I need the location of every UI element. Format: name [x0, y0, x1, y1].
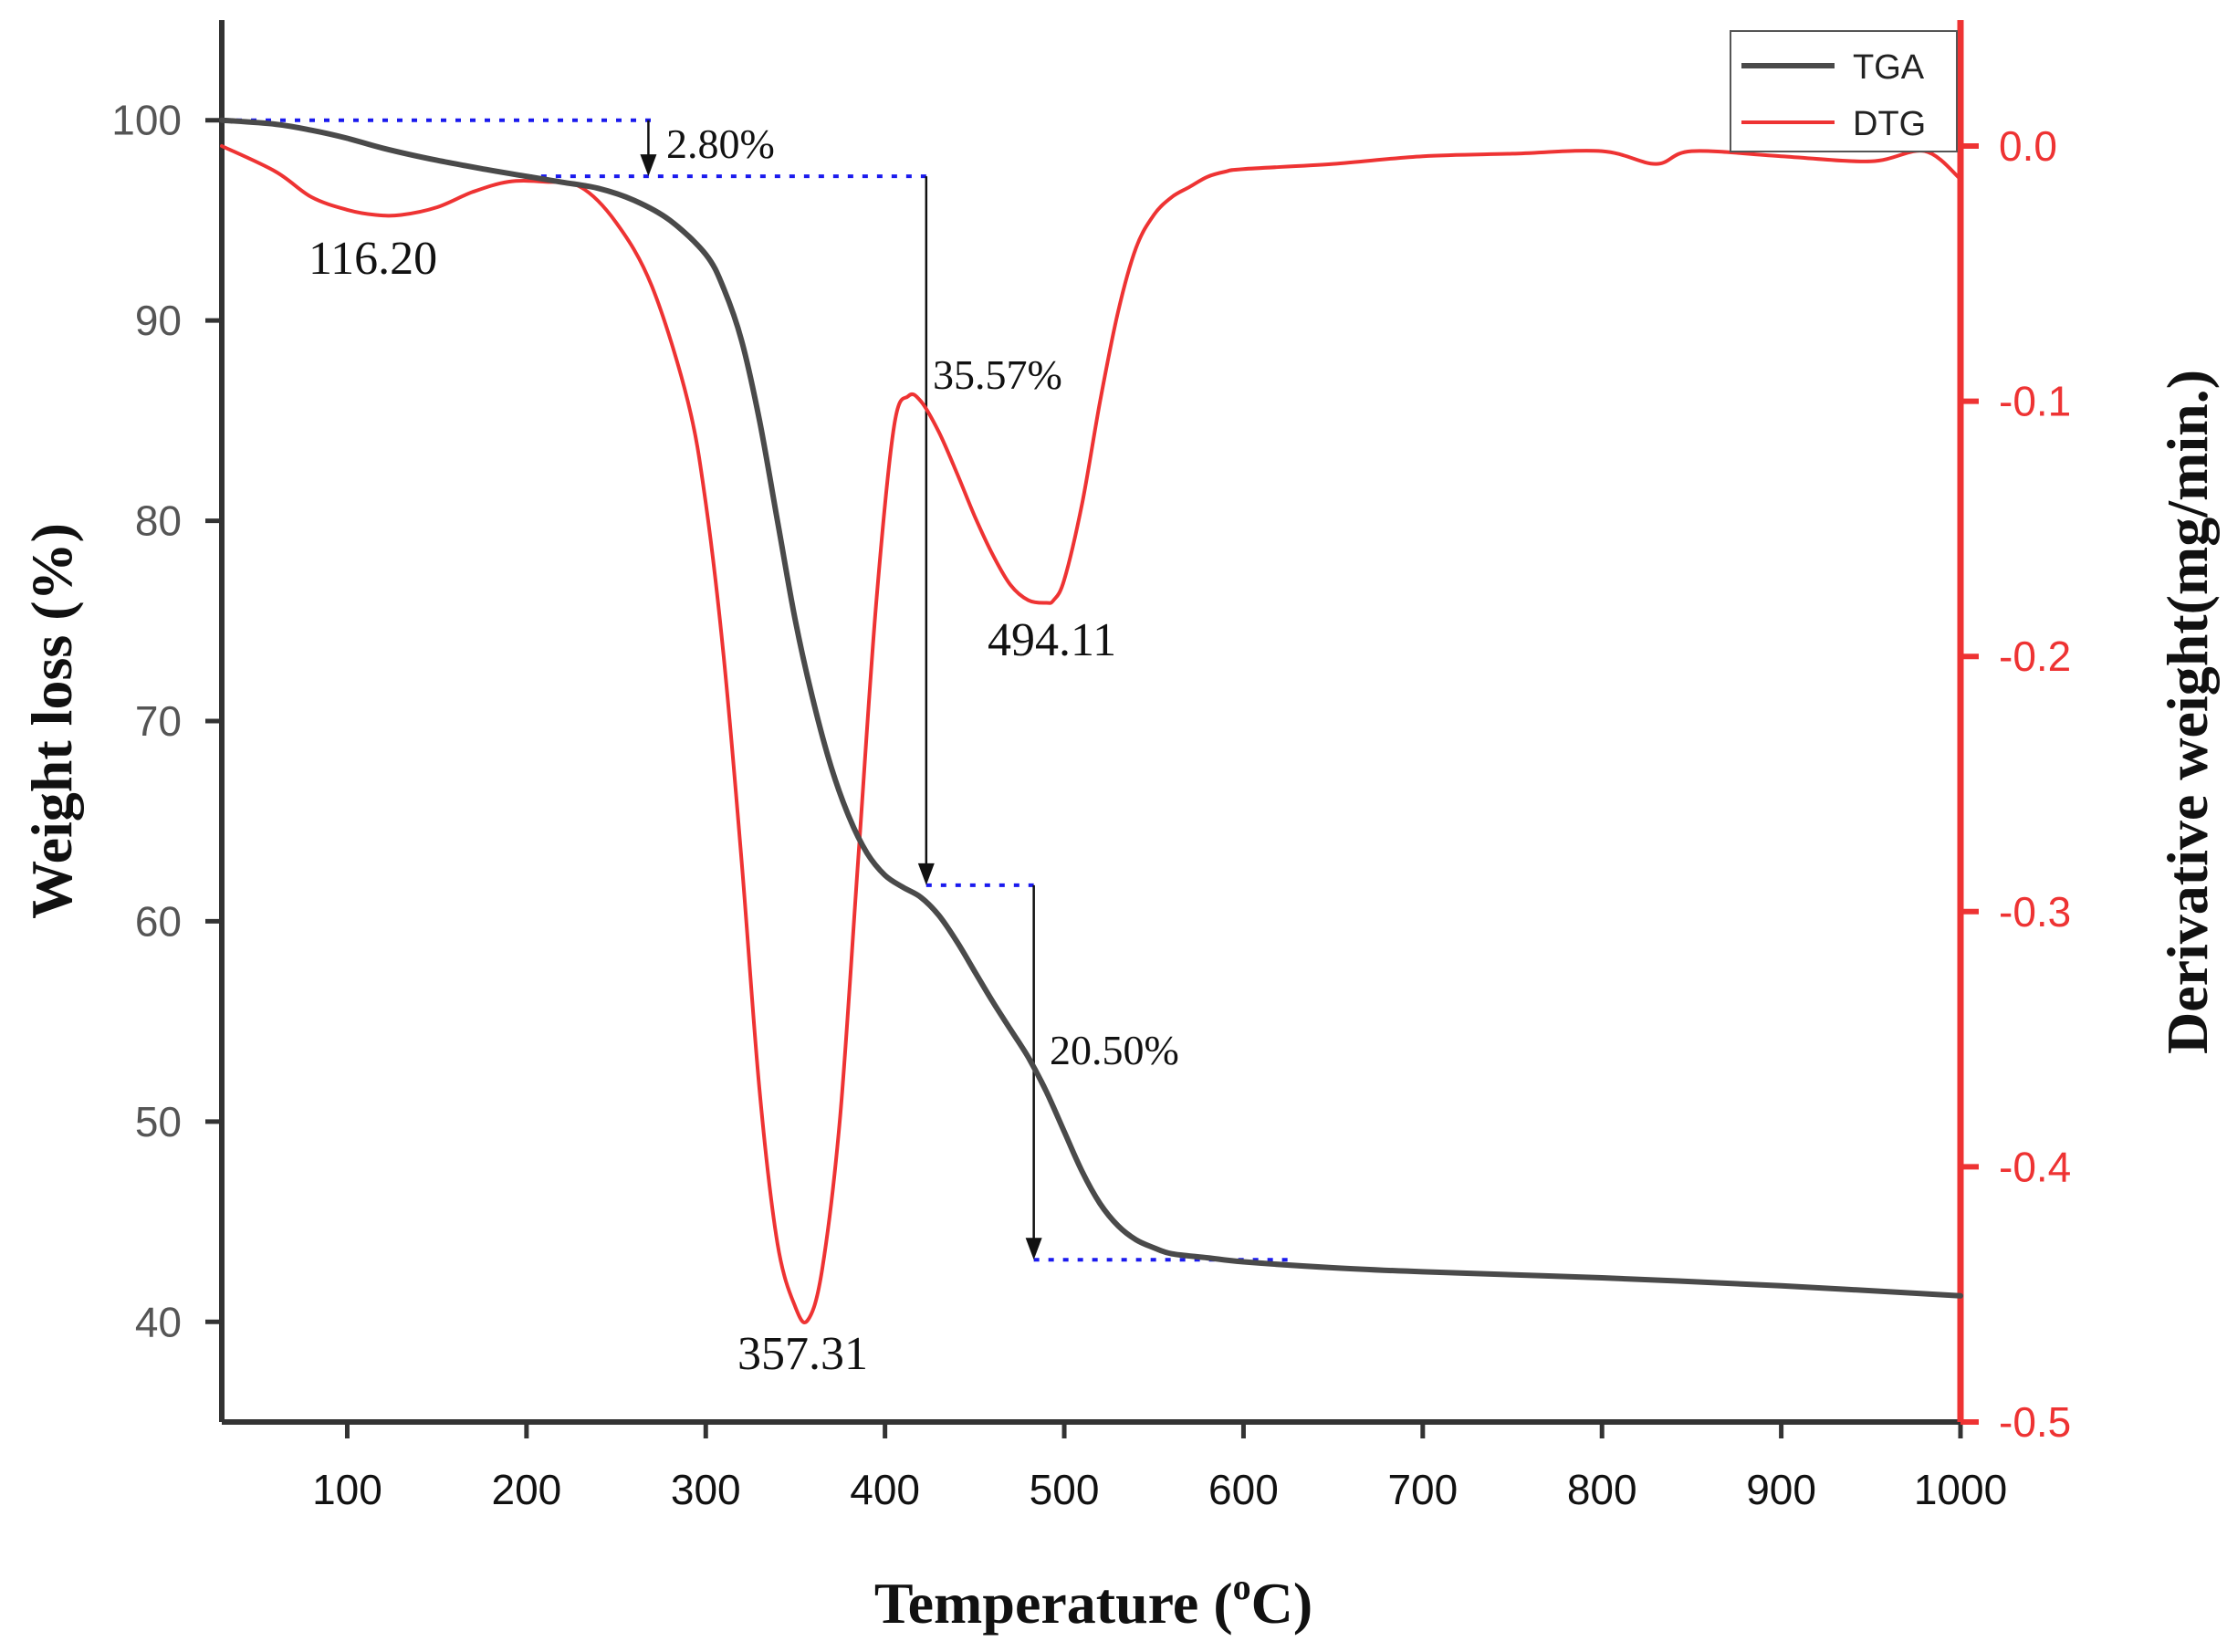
percent-label-1: 2.80%	[666, 120, 775, 167]
y-right-tick-label-2: -0.2	[1999, 633, 2071, 680]
peak-label-1: 116.20	[308, 233, 437, 285]
y-left-tick-label-60: 60	[135, 897, 182, 945]
left-y-ticks: 40 50 60 70 80 90 100	[111, 97, 222, 1345]
x-axis-title: Temperature (oC)	[874, 1566, 1312, 1636]
y-left-tick-label-70: 70	[135, 697, 182, 745]
y-left-tick-label-50: 50	[135, 1098, 182, 1145]
arrow-head-1	[640, 154, 657, 177]
x-tick-label-200: 200	[491, 1466, 561, 1513]
plot-frame	[219, 20, 1964, 1425]
dtg-series-line	[220, 144, 1962, 1324]
legend-dtg-label: DTG	[1853, 105, 1926, 143]
y-right-tick-label-3: -0.3	[1999, 888, 2071, 936]
left-y-axis-title: Weight loss (%)	[19, 523, 84, 919]
peak-label-2: 357.31	[737, 1328, 868, 1380]
arrow-head-2	[917, 863, 935, 885]
x-tick-label-900: 900	[1746, 1466, 1816, 1513]
tga-series-line	[219, 117, 1963, 1299]
x-tick-label-600: 600	[1208, 1466, 1279, 1513]
series-layer	[219, 117, 1963, 1324]
x-tick-label-300: 300	[671, 1466, 741, 1513]
right-y-ticks: 0.0 -0.1 -0.2 -0.3 -0.4 -0.5	[1960, 122, 2071, 1446]
y-left-tick-label-90: 90	[135, 297, 182, 344]
x-tick-label-100: 100	[312, 1466, 382, 1513]
y-right-tick-label-1: -0.1	[1999, 378, 2071, 425]
right-y-axis-title: Derivative weight(mg/min.)	[2155, 370, 2220, 1054]
percent-label-3: 20.50%	[1050, 1027, 1179, 1073]
y-left-tick-label-40: 40	[135, 1298, 182, 1345]
legend-box	[1730, 30, 1958, 152]
y-left-tick-label-80: 80	[135, 497, 182, 545]
x-tick-label-1000: 1000	[1914, 1466, 2007, 1513]
legend-tga-label: TGA	[1853, 48, 1925, 87]
x-ticks: 100 200 300 400 500 600 700 800 900 1000	[312, 1422, 2007, 1513]
x-tick-label-700: 700	[1387, 1466, 1458, 1513]
y-right-tick-label-0: 0.0	[1999, 122, 2057, 170]
x-tick-label-800: 800	[1567, 1466, 1637, 1513]
y-right-tick-label-5: -0.5	[1999, 1398, 2071, 1446]
y-left-tick-label-100: 100	[111, 97, 182, 144]
legend: TGA DTG	[1730, 30, 1958, 152]
x-tick-label-400: 400	[850, 1466, 920, 1513]
percent-label-2: 35.57%	[933, 351, 1062, 398]
arrow-head-3	[1025, 1238, 1042, 1260]
peak-label-3: 494.11	[988, 614, 1116, 666]
x-tick-label-500: 500	[1030, 1466, 1100, 1513]
y-right-tick-label-4: -0.4	[1999, 1143, 2071, 1190]
step-guides	[222, 118, 1289, 1262]
